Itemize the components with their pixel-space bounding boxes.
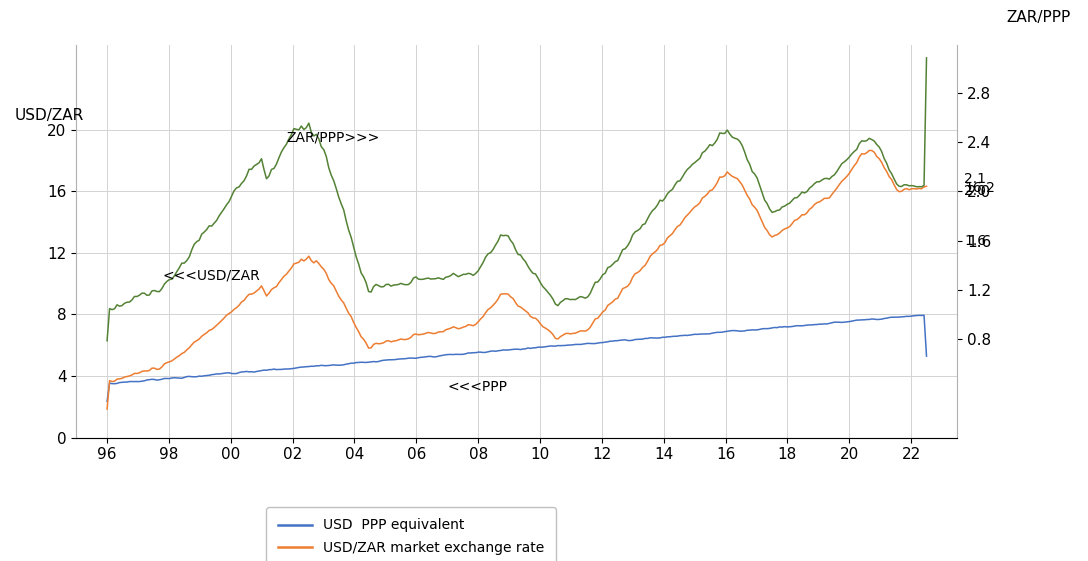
Text: 2.0: 2.0 xyxy=(964,185,986,199)
Text: 2.1: 2.1 xyxy=(964,172,987,186)
Text: USD/ZAR: USD/ZAR xyxy=(14,108,84,123)
Text: ZAR/PPP: ZAR/PPP xyxy=(1006,10,1071,25)
Text: <<<PPP: <<<PPP xyxy=(447,380,507,394)
Text: 16.2: 16.2 xyxy=(964,181,996,195)
Text: 1.6: 1.6 xyxy=(964,233,987,247)
Text: ZAR/PPP>>>: ZAR/PPP>>> xyxy=(286,130,380,144)
Legend: USD  PPP equivalent, USD/ZAR market exchange rate, Ratio - ZAR/PPP95: USD PPP equivalent, USD/ZAR market excha… xyxy=(267,507,556,561)
Text: <<<USD/ZAR: <<<USD/ZAR xyxy=(163,269,260,283)
